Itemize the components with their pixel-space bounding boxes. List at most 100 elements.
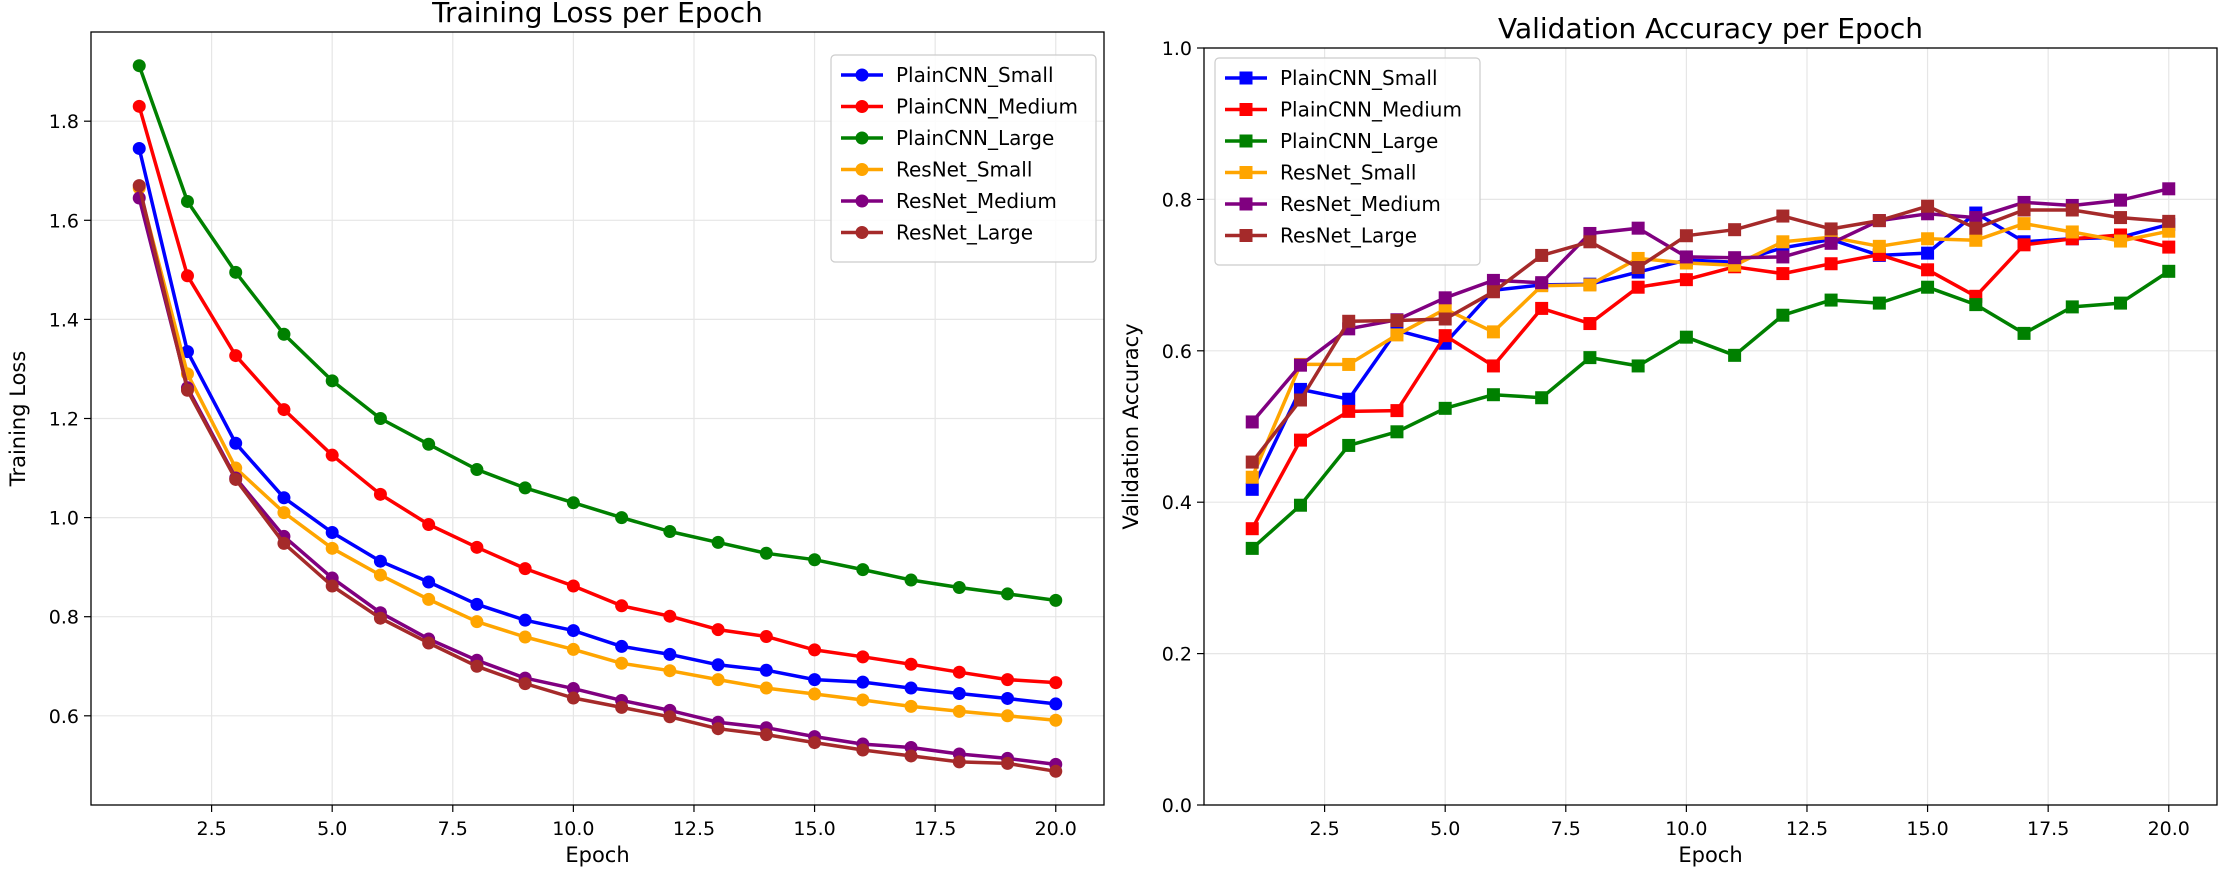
x-tick-label: 17.5 [2027, 818, 2069, 840]
data-point [2065, 225, 2079, 239]
data-point [566, 579, 580, 593]
series-plaincnn-large [132, 59, 1063, 607]
data-point [229, 436, 243, 450]
data-point [1293, 358, 1307, 372]
series-line-plaincnn-small [137, 147, 1056, 706]
legend-label: PlainCNN_Medium [896, 95, 1078, 119]
legend-item: PlainCNN_Small [841, 63, 1054, 87]
data-point [615, 639, 629, 653]
x-tick-label: 10.0 [1665, 818, 1707, 840]
data-point [1728, 251, 1742, 265]
x-tick-label: 10.0 [552, 818, 594, 840]
data-point [180, 269, 194, 283]
data-point [2114, 211, 2128, 225]
data-point [615, 700, 629, 714]
data-point [759, 630, 773, 644]
x-tick-label: 17.5 [914, 818, 956, 840]
data-point [2065, 300, 2079, 314]
data-point [1583, 235, 1597, 249]
data-point [1535, 248, 1549, 262]
data-point [1342, 404, 1356, 418]
validation-accuracy-xlabel: Epoch [1678, 843, 1742, 867]
data-point [325, 448, 339, 462]
data-point [518, 481, 532, 495]
data-point [759, 546, 773, 560]
data-point [2017, 203, 2031, 217]
data-point [325, 579, 339, 593]
x-tick-label: 20.0 [2148, 818, 2190, 840]
data-point [663, 609, 677, 623]
data-point [711, 535, 725, 549]
data-point [1293, 498, 1307, 512]
data-point [1776, 267, 1790, 281]
data-point [1342, 392, 1356, 406]
data-point [1049, 697, 1063, 711]
series-line-plaincnn-large [137, 65, 1057, 603]
legend-label: ResNet_Large [896, 221, 1033, 245]
series-line-resnet-small [137, 187, 1056, 723]
data-point [2017, 238, 2031, 252]
data-point [1486, 325, 1500, 339]
y-tick-label: 0.6 [49, 706, 79, 728]
data-point [277, 506, 291, 520]
series-line-resnet-medium [137, 197, 1057, 767]
series-line-plaincnn-medium [137, 105, 1056, 685]
x-tick-label: 12.5 [673, 818, 715, 840]
data-point [1631, 221, 1645, 235]
data-point [1342, 314, 1356, 328]
data-point [1390, 425, 1404, 439]
data-point [711, 658, 725, 672]
data-point [1969, 233, 1983, 247]
data-point [518, 630, 532, 644]
data-point [470, 615, 484, 629]
series-line-resnet-medium [1250, 187, 2170, 424]
data-point [952, 580, 966, 594]
y-tick-label: 1.0 [1162, 38, 1192, 60]
data-point [1245, 482, 1259, 496]
x-tick-label: 5.0 [317, 818, 347, 840]
data-point [1872, 214, 1886, 228]
data-point [566, 682, 580, 696]
legend-marker [855, 131, 869, 145]
data-point [856, 675, 870, 689]
data-point [1049, 593, 1063, 607]
series-line-plaincnn-large [1251, 269, 2170, 550]
legend-label: ResNet_Medium [1280, 192, 1441, 216]
data-point [1921, 246, 1935, 260]
data-point [1535, 276, 1549, 290]
series-line-plaincnn-medium [1250, 233, 2170, 530]
data-point [1001, 756, 1015, 770]
data-point [373, 412, 387, 425]
data-point [1001, 673, 1015, 687]
data-point [2162, 224, 2176, 238]
legend-marker [1239, 134, 1253, 148]
x-tick-label: 12.5 [1786, 818, 1828, 840]
data-point [808, 673, 822, 687]
data-point [1969, 298, 1983, 312]
data-point [1872, 239, 1886, 253]
legend-item: PlainCNN_Medium [841, 95, 1078, 119]
data-point [1679, 330, 1693, 344]
training-loss-legend: PlainCNN_Small PlainCNN_Medium PlainCNN_La… [830, 54, 1097, 263]
data-point [422, 592, 436, 606]
legend-item: ResNet_Medium [841, 189, 1057, 213]
y-tick-label: 1.4 [49, 309, 79, 331]
data-point [808, 687, 822, 701]
data-point [1969, 211, 1983, 225]
data-point [1679, 250, 1693, 264]
data-point [1728, 348, 1742, 362]
data-point [1438, 302, 1452, 316]
legend-item: PlainCNN_Large [841, 126, 1054, 150]
data-point [663, 647, 677, 661]
series-line-resnet-large [1250, 204, 2169, 464]
data-point [180, 194, 194, 208]
data-point [1583, 278, 1597, 292]
data-point [132, 59, 146, 73]
y-tick-label: 0.8 [49, 607, 79, 629]
data-point [470, 597, 484, 611]
data-point [711, 623, 725, 637]
data-point [1583, 317, 1597, 331]
data-point [422, 518, 436, 532]
y-tick-label: 0.4 [1162, 492, 1192, 514]
data-point [663, 524, 677, 538]
